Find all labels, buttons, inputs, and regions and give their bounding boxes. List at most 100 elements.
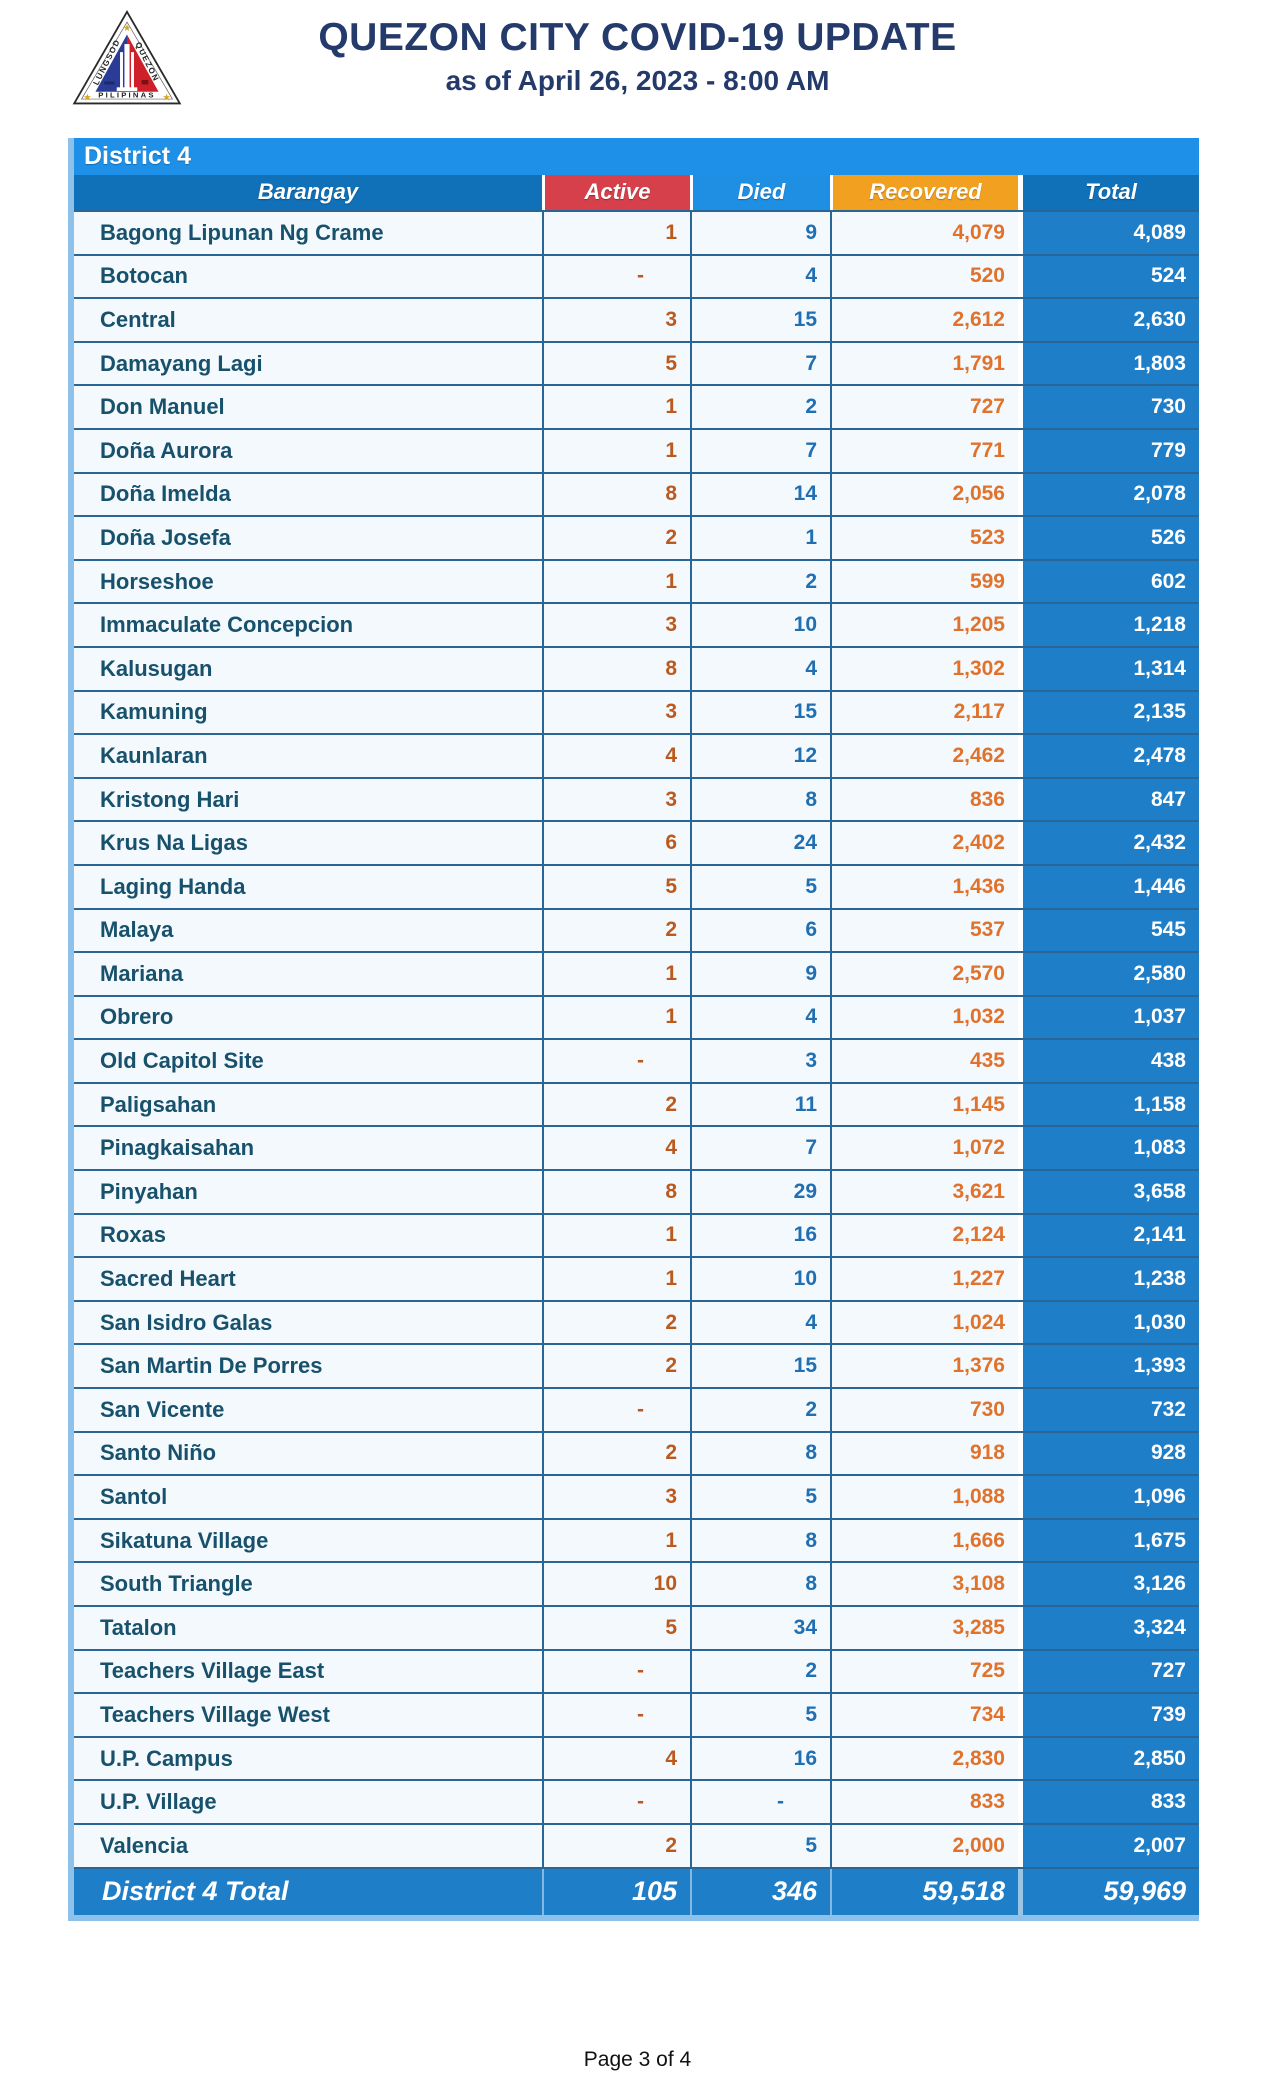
total-cell: 928 bbox=[1018, 1432, 1199, 1475]
column-header-barangay: Barangay bbox=[74, 175, 542, 210]
active-cell: 3 bbox=[542, 778, 690, 821]
total-cell: 1,446 bbox=[1018, 865, 1199, 908]
barangay-name-cell: Malaya bbox=[100, 917, 174, 943]
active-cell: - bbox=[542, 1781, 690, 1823]
barangay-name-cell: Kamuning bbox=[100, 699, 208, 725]
total-cell: 730 bbox=[1018, 386, 1199, 428]
total-cell: 1,675 bbox=[1018, 1519, 1199, 1562]
table-row: Santol 3 5 1,088 1,096 bbox=[74, 1474, 1199, 1518]
table-row: San Isidro Galas 2 4 1,024 1,030 bbox=[74, 1299, 1199, 1344]
total-cell: 524 bbox=[1018, 255, 1199, 298]
barangay-name-cell: South Triangle bbox=[100, 1571, 253, 1597]
table-row: Kaunlaran 4 12 2,462 2,478 bbox=[74, 733, 1199, 777]
table-row: San Martin De Porres 2 15 1,376 1,393 bbox=[74, 1343, 1199, 1388]
barangay-name-cell: Don Manuel bbox=[100, 394, 225, 420]
died-cell: 7 bbox=[690, 1127, 830, 1170]
page-footer: Page 3 of 4 bbox=[583, 2048, 692, 2071]
recovered-cell: 771 bbox=[830, 429, 1018, 472]
recovered-cell: 3,621 bbox=[830, 1171, 1018, 1213]
table-body: Bagong Lipunan Ng Crame 1 9 4,079 4,089 … bbox=[74, 210, 1199, 1867]
table-row: Botocan - 4 520 524 bbox=[74, 253, 1199, 298]
table-row: Obrero 1 4 1,032 1,037 bbox=[74, 994, 1199, 1039]
column-header-recovered: Recovered bbox=[830, 175, 1018, 210]
district-4-table: District 4 Barangay Active Died Recovere… bbox=[68, 138, 1199, 1921]
total-cell: 1,314 bbox=[1018, 647, 1199, 690]
table-row: Mariana 1 9 2,570 2,580 bbox=[74, 951, 1199, 995]
district-banner: District 4 bbox=[74, 138, 1199, 175]
recovered-cell: 3,108 bbox=[830, 1563, 1018, 1605]
barangay-name-cell: Paligsahan bbox=[100, 1091, 217, 1117]
table-row: U.P. Campus 4 16 2,830 2,850 bbox=[74, 1735, 1199, 1780]
died-cell: 5 bbox=[690, 1476, 830, 1518]
recovered-cell: 918 bbox=[830, 1432, 1018, 1475]
table-row: Laging Handa 5 5 1,436 1,446 bbox=[74, 863, 1199, 908]
table-row: Kalusugan 8 4 1,302 1,314 bbox=[74, 645, 1199, 690]
active-cell: 3 bbox=[542, 1476, 690, 1518]
recovered-cell: 725 bbox=[830, 1650, 1018, 1693]
table-row: Doña Imelda 8 14 2,056 2,078 bbox=[74, 471, 1199, 516]
active-cell: 3 bbox=[542, 299, 690, 341]
died-cell: 3 bbox=[690, 1040, 830, 1082]
barangay-name-cell: Immaculate Concepcion bbox=[100, 612, 354, 638]
active-cell: 1 bbox=[542, 953, 690, 995]
total-cell: 602 bbox=[1018, 560, 1199, 603]
died-cell: 34 bbox=[690, 1607, 830, 1649]
died-cell: 15 bbox=[690, 691, 830, 734]
table-row: Immaculate Concepcion 3 10 1,205 1,218 bbox=[74, 602, 1199, 646]
active-cell: 4 bbox=[542, 1127, 690, 1170]
district-total-active: 105 bbox=[542, 1868, 690, 1915]
active-cell: 1 bbox=[542, 429, 690, 472]
died-cell: 14 bbox=[690, 473, 830, 516]
barangay-name-cell: Doña Aurora bbox=[100, 437, 233, 463]
active-cell: 8 bbox=[542, 647, 690, 690]
table-row: Doña Josefa 2 1 523 526 bbox=[74, 515, 1199, 559]
active-cell: - bbox=[542, 1650, 690, 1693]
table-row: Paligsahan 2 11 1,145 1,158 bbox=[74, 1081, 1199, 1126]
died-cell: 2 bbox=[690, 386, 830, 428]
table-header-row: Barangay Active Died Recovered Total bbox=[74, 175, 1199, 210]
table-row: Damayang Lagi 5 7 1,791 1,803 bbox=[74, 340, 1199, 385]
recovered-cell: 734 bbox=[830, 1694, 1018, 1736]
total-cell: 1,393 bbox=[1018, 1345, 1199, 1388]
table-row: Doña Aurora 1 7 771 779 bbox=[74, 427, 1199, 472]
died-cell: 10 bbox=[690, 604, 830, 646]
active-cell: 10 bbox=[542, 1563, 690, 1605]
recovered-cell: 1,302 bbox=[830, 647, 1018, 690]
barangay-name-cell: Valencia bbox=[100, 1832, 189, 1858]
recovered-cell: 435 bbox=[830, 1040, 1018, 1082]
page-header: ★ ★ ★ LUNGSOD QUEZON PILIPINAS QUEZON CI… bbox=[0, 0, 1275, 138]
died-cell: 7 bbox=[690, 429, 830, 472]
total-cell: 3,324 bbox=[1018, 1607, 1199, 1649]
quezon-city-seal-logo: ★ ★ ★ LUNGSOD QUEZON PILIPINAS bbox=[72, 8, 182, 113]
barangay-name-cell: Santo Niño bbox=[100, 1440, 217, 1466]
column-header-died: Died bbox=[690, 175, 830, 210]
table-row: Kamuning 3 15 2,117 2,135 bbox=[74, 689, 1199, 734]
died-cell: 4 bbox=[690, 996, 830, 1039]
total-cell: 2,141 bbox=[1018, 1214, 1199, 1257]
recovered-cell: 520 bbox=[830, 255, 1018, 298]
barangay-name-cell: Santol bbox=[100, 1484, 168, 1510]
table-row: Sacred Heart 1 10 1,227 1,238 bbox=[74, 1256, 1199, 1300]
total-cell: 1,037 bbox=[1018, 996, 1199, 1039]
recovered-cell: 1,376 bbox=[830, 1345, 1018, 1388]
total-cell: 1,803 bbox=[1018, 342, 1199, 385]
active-cell: - bbox=[542, 1389, 690, 1431]
active-cell: 1 bbox=[542, 1519, 690, 1562]
district-total-row: District 4 Total 105 346 59,518 59,969 bbox=[74, 1866, 1199, 1915]
total-cell: 727 bbox=[1018, 1650, 1199, 1693]
active-cell: 2 bbox=[542, 1301, 690, 1344]
active-cell: 1 bbox=[542, 996, 690, 1039]
barangay-name-cell: San Martin De Porres bbox=[100, 1353, 323, 1379]
barangay-name-cell: Obrero bbox=[100, 1004, 174, 1030]
recovered-cell: 2,462 bbox=[830, 735, 1018, 777]
column-header-total: Total bbox=[1018, 175, 1199, 210]
district-total-died: 346 bbox=[690, 1868, 830, 1915]
recovered-cell: 1,227 bbox=[830, 1258, 1018, 1300]
active-cell: 5 bbox=[542, 1607, 690, 1649]
table-row: U.P. Village - - 833 833 bbox=[74, 1779, 1199, 1823]
total-cell: 1,096 bbox=[1018, 1476, 1199, 1518]
died-cell: 16 bbox=[690, 1214, 830, 1257]
active-cell: 4 bbox=[542, 735, 690, 777]
table-row: Tatalon 5 34 3,285 3,324 bbox=[74, 1605, 1199, 1649]
active-cell: 1 bbox=[542, 212, 690, 254]
